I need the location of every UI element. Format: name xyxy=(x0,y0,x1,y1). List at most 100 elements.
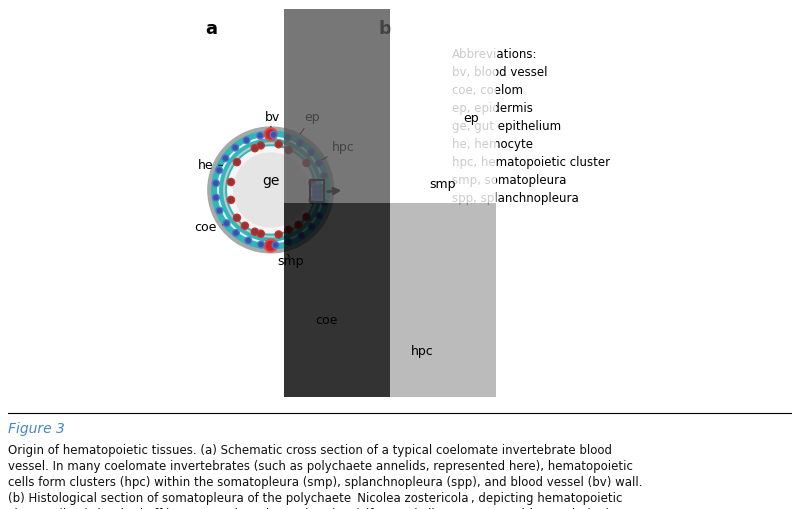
Circle shape xyxy=(264,129,277,142)
Text: hpc: hpc xyxy=(321,141,355,161)
Circle shape xyxy=(214,196,218,200)
Circle shape xyxy=(243,137,250,145)
Circle shape xyxy=(274,244,278,247)
Circle shape xyxy=(322,201,326,205)
Circle shape xyxy=(303,160,310,167)
Text: a: a xyxy=(205,20,217,38)
Circle shape xyxy=(266,131,275,139)
Circle shape xyxy=(308,150,314,156)
Text: hpc: hpc xyxy=(410,344,433,357)
Circle shape xyxy=(309,197,316,204)
Circle shape xyxy=(276,143,281,147)
Circle shape xyxy=(286,239,292,246)
Circle shape xyxy=(257,231,264,238)
Text: ep: ep xyxy=(463,112,479,125)
Circle shape xyxy=(258,144,263,149)
Circle shape xyxy=(312,194,318,201)
Circle shape xyxy=(251,145,258,153)
Circle shape xyxy=(317,194,323,201)
Circle shape xyxy=(275,232,282,239)
Circle shape xyxy=(234,159,241,166)
Circle shape xyxy=(223,220,230,227)
Circle shape xyxy=(234,216,239,221)
Circle shape xyxy=(216,208,223,215)
Circle shape xyxy=(317,162,321,166)
Text: he: he xyxy=(198,159,234,172)
Circle shape xyxy=(266,242,275,250)
Circle shape xyxy=(314,186,318,190)
Circle shape xyxy=(285,227,292,234)
Circle shape xyxy=(232,145,238,152)
Text: (b) Histological section of somatopleura of the polychaete  Nicolea zostericola : (b) Histological section of somatopleura… xyxy=(8,491,622,504)
Circle shape xyxy=(312,184,318,191)
Text: smp: smp xyxy=(278,254,304,267)
Circle shape xyxy=(310,225,314,230)
Circle shape xyxy=(297,140,303,147)
Circle shape xyxy=(286,241,290,245)
Circle shape xyxy=(213,181,219,187)
Circle shape xyxy=(309,224,315,231)
Text: spp: spp xyxy=(285,208,307,221)
Circle shape xyxy=(259,243,263,247)
Circle shape xyxy=(318,195,322,200)
Circle shape xyxy=(276,233,281,237)
Circle shape xyxy=(286,136,290,140)
Text: Abbreviations:
bv, blood vessel
coe, coelom
ep, epidermis
ge, gut epithelium
he,: Abbreviations: bv, blood vessel coe, coe… xyxy=(452,48,610,204)
Circle shape xyxy=(310,198,315,203)
Circle shape xyxy=(272,242,279,249)
Circle shape xyxy=(214,182,218,186)
Circle shape xyxy=(304,215,309,220)
Bar xyxy=(310,181,325,203)
Circle shape xyxy=(304,161,309,166)
Circle shape xyxy=(227,197,234,204)
Circle shape xyxy=(295,222,302,229)
Text: Figure 3: Figure 3 xyxy=(8,421,65,435)
Circle shape xyxy=(314,195,318,200)
Circle shape xyxy=(298,142,302,146)
Circle shape xyxy=(242,224,247,229)
Circle shape xyxy=(275,142,282,149)
Circle shape xyxy=(258,134,262,138)
Text: clusters (hpc) that bud off hemocytes into the coelom (coe) (from Eckelbarger 19: clusters (hpc) that bud off hemocytes in… xyxy=(8,507,614,509)
Circle shape xyxy=(234,232,238,236)
Circle shape xyxy=(246,239,250,243)
Circle shape xyxy=(224,144,318,237)
Circle shape xyxy=(229,180,234,185)
Circle shape xyxy=(314,190,318,194)
Circle shape xyxy=(318,214,322,218)
Circle shape xyxy=(298,233,305,240)
Circle shape xyxy=(303,214,310,221)
Circle shape xyxy=(318,190,322,194)
Circle shape xyxy=(309,180,316,187)
Circle shape xyxy=(296,223,301,228)
Circle shape xyxy=(229,198,234,203)
Circle shape xyxy=(318,186,322,190)
Circle shape xyxy=(264,240,277,252)
Circle shape xyxy=(216,167,222,174)
Text: coe: coe xyxy=(194,220,232,233)
Circle shape xyxy=(272,133,275,137)
Circle shape xyxy=(233,146,237,150)
Circle shape xyxy=(322,174,326,178)
Circle shape xyxy=(253,230,257,235)
Circle shape xyxy=(253,147,257,151)
Text: vessel. In many coelomate invertebrates (such as polychaete annelids, represente: vessel. In many coelomate invertebrates … xyxy=(8,459,633,472)
Text: ep: ep xyxy=(300,111,320,135)
Circle shape xyxy=(223,157,227,161)
Circle shape xyxy=(286,228,291,233)
Circle shape xyxy=(310,181,315,186)
Circle shape xyxy=(322,200,328,206)
Circle shape xyxy=(218,209,222,213)
Circle shape xyxy=(317,184,323,191)
Circle shape xyxy=(317,189,323,196)
Circle shape xyxy=(234,160,239,165)
Circle shape xyxy=(285,135,291,142)
Circle shape xyxy=(316,213,323,220)
Circle shape xyxy=(220,140,322,241)
Circle shape xyxy=(208,128,334,253)
Circle shape xyxy=(285,147,292,154)
Circle shape xyxy=(316,160,322,167)
Circle shape xyxy=(300,234,304,238)
Text: b: b xyxy=(378,20,391,38)
Circle shape xyxy=(228,148,314,234)
